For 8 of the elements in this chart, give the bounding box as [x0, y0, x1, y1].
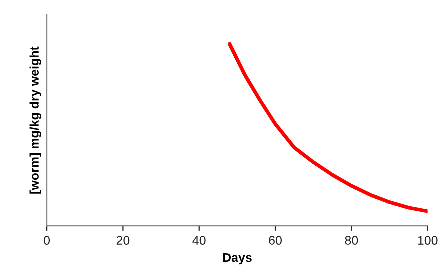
x-tick-label: 100: [418, 236, 438, 245]
x-tick-label: 80: [345, 236, 358, 245]
x-tick-label: 60: [269, 236, 282, 245]
x-tick-label: 0: [44, 236, 50, 245]
y-axis-title: [worm] mg/kg dry weight: [30, 46, 42, 194]
x-tick-label: 20: [116, 236, 130, 245]
x-axis-title: Days: [223, 253, 252, 265]
x-tick-label: 40: [192, 236, 206, 245]
